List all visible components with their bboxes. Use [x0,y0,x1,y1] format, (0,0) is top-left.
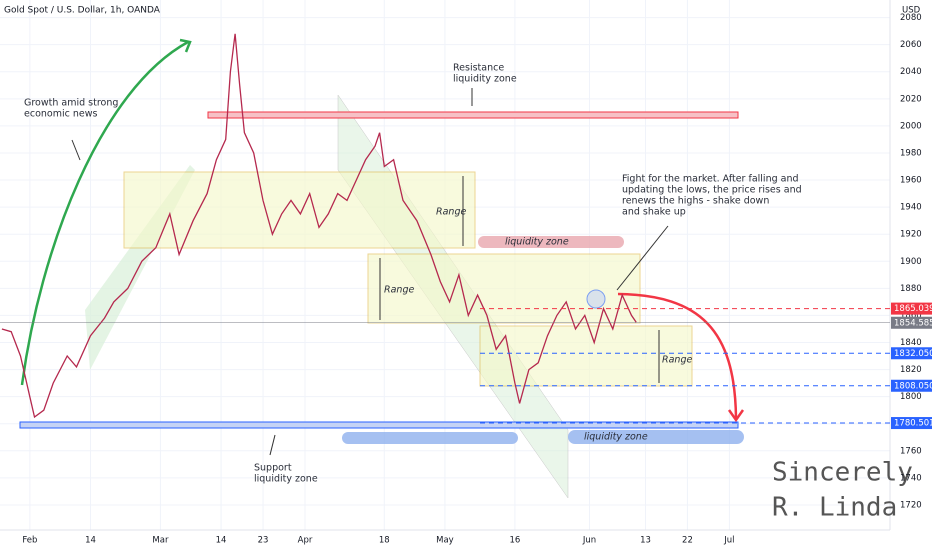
liquidity-highlight [478,236,624,248]
y-tick-label: 1960 [900,176,922,186]
y-tick-label: 1800 [900,392,922,402]
y-tick-label: 2060 [900,40,922,50]
annotation: liquidity zone [254,474,318,485]
annotation: economic news [24,109,97,120]
pointer [269,434,276,456]
x-tick-label: Jul [723,536,734,546]
signature: Sincerely [772,458,913,488]
annotation: Range [436,207,466,218]
price-tag [891,316,932,329]
liquidity-highlight [342,432,518,444]
y-tick-label: 1860 [900,311,922,321]
x-tick-label: 16 [509,536,520,546]
arrow [20,40,189,386]
y-tick-label: 1920 [900,230,922,240]
y-tick-label: 1880 [900,284,922,294]
y-tick-label: 1840 [900,338,922,348]
price-tag-label: 1780.501 [894,419,932,429]
x-tick-label: 22 [682,536,693,546]
x-tick-label: Jun [582,536,596,546]
x-tick-label: 23 [258,536,269,546]
range-box [479,325,693,387]
annotation: Resistance [453,63,504,74]
annotation: Growth amid strong [24,98,118,109]
x-tick-label: 14 [85,536,96,546]
price-tag [891,347,932,360]
price-tag [891,302,932,315]
arrow [617,292,738,419]
price-tag-label: 1808.050 [894,381,932,391]
price-tag-label: 1865.039 [894,304,932,314]
y-tick-label: 1900 [900,257,922,267]
y-tick-label: 2080 [900,13,922,23]
annotation: liquidity zone [505,237,569,248]
support-zone [19,421,739,429]
range-box [123,171,476,249]
resistance-zone [207,111,739,119]
x-tick-label: 18 [379,536,390,546]
annotation: Support [254,463,292,474]
x-tick-label: Feb [22,536,37,546]
x-tick-label: Apr [298,536,313,546]
annotation: renews the highs - shake down [622,196,769,207]
liquidity-highlight [568,430,744,444]
price-tag [891,417,932,430]
price-tag [891,379,932,392]
y-tick-label: 1820 [900,365,922,375]
chart-title: Gold Spot / U.S. Dollar, 1h, OANDA [4,6,161,16]
y-tick-label: 1720 [900,500,922,510]
y-tick-label: 1940 [900,203,922,213]
signature: R. Linda [772,493,897,523]
y-tick-label: 1760 [900,446,922,456]
highlight-circle [586,289,606,309]
x-tick-label: 13 [640,536,651,546]
y-tick-label: 2000 [900,121,922,131]
arrowhead [727,409,745,423]
price-tag-label: 1832.050 [894,349,932,359]
annotation: liquidity zone [584,432,648,443]
pointer [616,225,669,291]
annotation: updating the lows, the price rises and [622,185,802,196]
y-tick-label: 1980 [900,148,922,158]
annotation: Range [384,285,414,296]
price-line [1,33,637,419]
arrowhead [179,38,192,53]
price-tag-label: 1854.585 [894,318,932,328]
y-tick-label: 2040 [900,67,922,77]
annotation: Fight for the market. After falling and [622,174,799,185]
y-tick-label: 2020 [900,94,922,104]
annotation: and shake up [622,207,686,218]
x-tick-label: May [436,536,454,546]
x-tick-label: Mar [152,536,169,546]
annotation: liquidity zone [453,74,517,85]
range-box [367,253,641,324]
x-tick-label: 14 [216,536,227,546]
pointer [71,139,81,161]
y-tick-label: 1740 [900,473,922,483]
currency: USD [902,6,921,16]
annotation: Range [662,355,692,366]
